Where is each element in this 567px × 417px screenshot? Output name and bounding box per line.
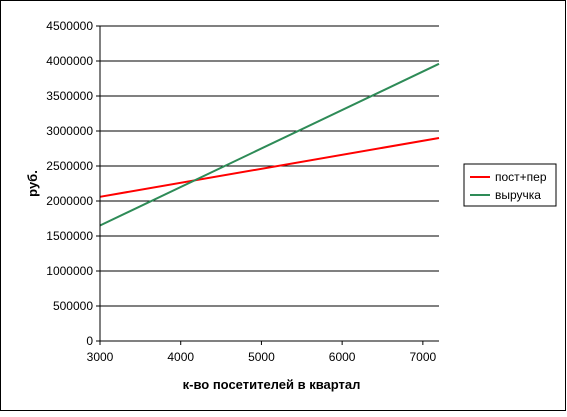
legend-label: пост+пер	[495, 170, 547, 184]
series-layer	[99, 62, 440, 227]
y-tick-label: 1500000	[46, 229, 93, 243]
series-line-revenue	[99, 62, 440, 227]
legend-label: выручка	[495, 188, 541, 202]
y-tick-label: 4000000	[46, 54, 93, 68]
x-tick-label: 7000	[410, 350, 437, 364]
y-tick-label: 500000	[53, 299, 93, 313]
x-tick-label: 3000	[87, 350, 114, 364]
gridlines	[100, 25, 439, 307]
y-tick-label: 3500000	[46, 89, 93, 103]
y-axis-title: руб.	[25, 170, 40, 197]
y-tick-label: 3000000	[46, 124, 93, 138]
y-tick-label: 2000000	[46, 194, 93, 208]
legend-box	[463, 163, 557, 207]
plot-area	[100, 26, 439, 341]
y-tick-label: 2500000	[46, 159, 93, 173]
x-axis-ticks: 3000 4000 5000 6000 7000	[87, 341, 437, 364]
series-line-costs	[99, 137, 440, 198]
x-tick-label: 6000	[329, 350, 356, 364]
x-tick-label: 5000	[248, 350, 275, 364]
y-tick-label: 1000000	[46, 264, 93, 278]
legend: пост+пер выручка	[463, 163, 557, 207]
y-tick-label: 0	[86, 334, 93, 348]
y-axis-ticks: 0 500000 1000000 1500000 2000000 2500000 30000…	[46, 19, 100, 348]
x-tick-label: 4000	[167, 350, 194, 364]
x-axis-title: к-во посетителей в квартал	[183, 377, 361, 392]
y-tick-label: 4500000	[46, 19, 93, 33]
